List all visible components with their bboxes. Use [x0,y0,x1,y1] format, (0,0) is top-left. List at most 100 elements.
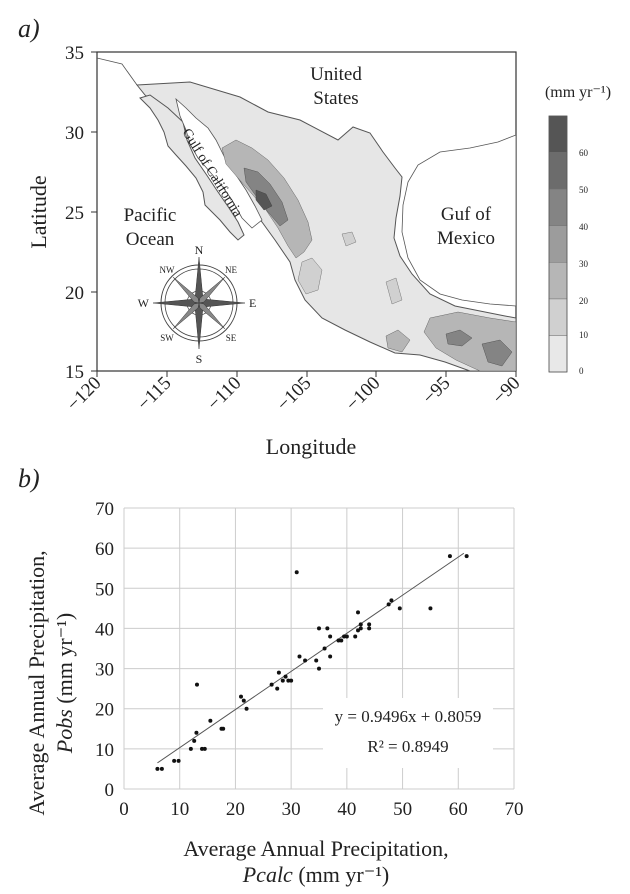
precip-zone-coast-20 [385,277,403,305]
data-point [297,654,302,659]
data-point [317,666,321,671]
gulf-of-california [175,97,263,229]
data-point [294,570,299,575]
map-x-tick-label: −95 [419,373,455,409]
data-point [194,730,199,735]
colorbar-swatch [548,115,568,153]
data-point [336,638,341,643]
label-pacific-ocean: Pacific [124,205,177,226]
data-point [447,554,452,559]
scatter-y-tick-label: 30 [95,660,114,681]
data-point [202,746,207,751]
scatter-x-tick-label: 50 [393,799,412,820]
scatter-y-axis-title: Pobs (mm yr⁻¹) [52,613,77,754]
data-point [194,682,199,687]
data-point [188,746,193,751]
label-gulf-of-mexico: Mexico [437,228,495,249]
data-point [328,634,333,639]
x-title-line1: Average Annual Precipitation, [183,836,448,861]
data-point [314,658,319,663]
compass-se: SE [226,333,237,343]
scatter-x-tick-label: 70 [505,799,524,820]
label-pacific-ocean: Ocean [126,229,175,250]
data-point [239,694,243,699]
compass-n: N [195,243,204,257]
r-squared: R² = 0.8949 [367,737,448,756]
data-point [172,758,177,763]
colorbar-swatch [548,298,568,336]
precip-zone-center-20 [341,231,357,247]
map-x-tick-label: −100 [342,373,385,416]
map-panel: 35 30 25 20 15 −120 −115 −110 −105 −100 … [26,43,611,459]
gulf-of-mexico [401,134,516,307]
x-title-var: Pcalc [242,862,293,887]
map-y-tick-label: 35 [65,43,84,64]
compass-w: W [138,296,150,310]
map-x-axis-title: Longitude [266,434,356,459]
scatter-x-tick-label: 20 [226,799,245,820]
data-point [367,626,372,631]
scatter-y-tick-label: 70 [95,499,114,520]
precip-zone-southeast-50 [481,339,513,367]
data-point [328,654,333,659]
data-point [386,602,391,607]
scatter-x-axis-title: Average Annual Precipitation, [183,836,448,861]
colorbar-tick-label: 0 [579,366,584,376]
data-point [200,746,204,751]
data-point [276,670,281,675]
colorbar-swatch [548,225,568,263]
map-x-tick-label: −105 [273,373,316,416]
data-point [221,726,226,731]
compass-nw: NW [160,265,175,275]
data-point [275,686,280,691]
colorbar: (mm yr⁻¹) 60 50 40 30 20 10 0 [545,84,611,376]
scatter-x-tick-label: 40 [337,799,356,820]
data-point [428,606,433,611]
data-point [241,698,246,703]
y-title-var: Pobs [52,709,77,754]
colorbar-tick-label: 10 [579,330,589,340]
data-point [286,678,291,683]
map-x-tick-label: −110 [203,373,245,415]
map-x-tick-label: −90 [489,373,525,409]
data-point [358,626,363,631]
data-point [208,718,213,723]
us-border [96,57,138,86]
scatter-x-axis-title: Pcalc (mm yr⁻¹) [242,862,390,887]
panel-b-label: b) [18,464,40,493]
compass-sw: SW [160,333,174,343]
data-point [339,638,344,643]
colorbar-tick-label: 60 [579,148,589,158]
scatter-x-tick-label: 30 [282,799,301,820]
data-point [356,610,360,615]
data-point [159,766,164,771]
scatter-x-tick-label: 60 [449,799,468,820]
trendline-equation: y = 0.9496x + 0.8059 [335,707,482,726]
compass-e: E [249,296,256,310]
precip-zone-south-20 [297,257,323,295]
scatter-y-tick-label: 10 [95,740,114,761]
scatter-y-tick-label: 60 [95,539,114,560]
data-point [464,554,469,559]
colorbar-unit-label: (mm yr⁻¹) [545,84,611,101]
map-y-axis-title: Latitude [26,175,51,248]
scatter-y-axis-title: Average Annual Precipitation, [24,550,49,815]
colorbar-tick-label: 20 [579,296,589,306]
map-y-tick-label: 30 [65,123,84,144]
colorbar-tick-label: 40 [579,222,589,232]
precip-zone-south-50 [445,329,473,347]
y-title-line1: Average Annual Precipitation, [24,550,49,815]
scatter-y-tick-label: 50 [95,579,114,600]
map-y-tick-label: 25 [65,203,84,224]
data-point [176,758,181,763]
data-point [289,678,294,683]
data-point [283,674,288,679]
scatter-panel: 0 10 20 30 40 50 60 70 0 10 20 30 40 50 60 70 y = 0.949… [24,499,524,887]
label-gulf-of-mexico: Guf of [441,204,492,225]
equation-box [323,698,493,768]
scatter-y-tick-label: 0 [105,780,115,801]
colorbar-swatch [548,152,568,190]
data-point [358,622,363,627]
data-point [342,634,347,639]
